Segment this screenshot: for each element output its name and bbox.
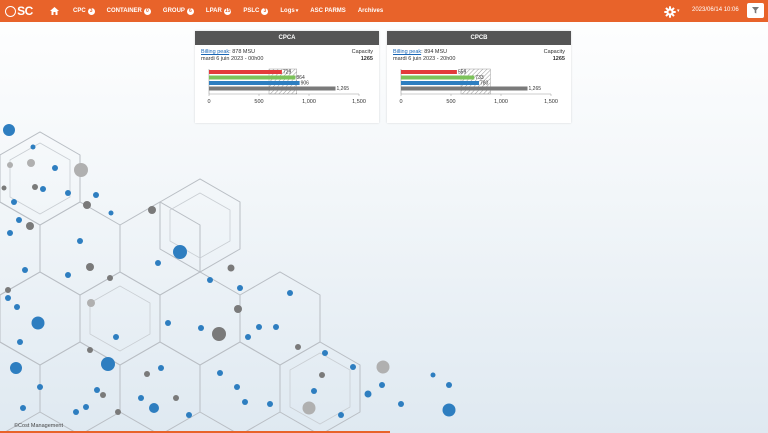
nav-item-asc-parms[interactable]: ASC PARMS xyxy=(304,0,352,22)
nav-item-logs[interactable]: Logs ▾ xyxy=(274,0,304,22)
panel-title: CPCB xyxy=(387,31,571,45)
bar-blue xyxy=(401,81,479,85)
nav-label: LPAR xyxy=(205,8,222,14)
bar-gray xyxy=(401,86,528,91)
cpc-panel-cpcb: CPCB Billing peak: 894 MSU mardi 6 juin … xyxy=(387,31,571,123)
footer-copyright: ©Cost Management xyxy=(14,423,63,429)
nav-item-pslc[interactable]: PSLC 3 xyxy=(237,0,274,22)
current-datetime: 2023/06/14 10:06 xyxy=(692,7,739,13)
home-icon[interactable] xyxy=(50,7,59,15)
billing-peak-value: : 894 MSU xyxy=(421,49,448,55)
logo-ring-icon xyxy=(5,5,17,17)
capacity-value: 1265 xyxy=(552,56,565,62)
main-nav: CPC 3 CONTAINER 0 GROUP 6 LPAR 15 PSLC 3 Logs… xyxy=(67,0,389,22)
billing-peak-date: mardi 6 juin 2023 - 00h00 xyxy=(201,56,264,62)
gear-chevron-down-icon[interactable]: ▾ xyxy=(677,8,680,14)
cpc-panel-cpca: CPCA Billing peak: 878 MSU mardi 6 juin … xyxy=(195,31,379,123)
nav-label: CONTAINER xyxy=(106,8,142,14)
capacity-label: Capacity xyxy=(543,49,565,55)
nav-label: Archives xyxy=(357,8,384,14)
capacity-label: Capacity xyxy=(351,49,373,55)
x-tick-label: 500 xyxy=(254,99,263,105)
nav-label: ASC PARMS xyxy=(310,8,346,14)
panel-title: CPCA xyxy=(195,31,379,45)
billing-peak-value: : 878 MSU xyxy=(229,49,256,55)
bar-red xyxy=(209,70,282,74)
nav-badge: 15 xyxy=(223,7,232,15)
billing-peak-link[interactable]: Billing peak xyxy=(393,49,422,55)
panel-info: Billing peak: 878 MSU mardi 6 juin 2023 … xyxy=(195,45,379,67)
top-navbar: SC CPC 3 CONTAINER 0 GROUP 6 LPAR 15 PSLC 3 L… xyxy=(0,0,768,22)
capacity-value: 1265 xyxy=(360,56,373,62)
nav-label: GROUP xyxy=(162,8,185,14)
chevron-down-icon: ▾ xyxy=(295,8,299,14)
bar-green xyxy=(401,75,475,80)
bar-value-label: 1,265 xyxy=(337,86,350,92)
bar-value-label: 1,265 xyxy=(529,86,542,92)
filter-icon xyxy=(752,7,759,14)
logo-text: SC xyxy=(17,4,33,18)
nav-label: CPC xyxy=(73,8,86,14)
gear-icon[interactable] xyxy=(664,5,676,18)
x-tick-label: 1,000 xyxy=(494,99,508,105)
x-tick-label: 1,500 xyxy=(352,99,366,105)
bar-value-label: 729 xyxy=(283,70,292,76)
nav-item-container[interactable]: CONTAINER 0 xyxy=(101,0,157,22)
nav-badge: 3 xyxy=(87,7,95,15)
bar-red xyxy=(401,70,457,74)
x-tick-label: 1,000 xyxy=(302,99,316,105)
footer-accent-line xyxy=(0,431,390,433)
filter-button[interactable] xyxy=(747,3,764,18)
billing-peak-date: mardi 6 juin 2023 - 20h00 xyxy=(393,56,456,62)
bar-value-label: 733 xyxy=(475,75,484,81)
bar-blue xyxy=(209,81,300,85)
nav-item-archives[interactable]: Archives xyxy=(352,0,389,22)
nav-item-group[interactable]: GROUP 6 xyxy=(157,0,200,22)
billing-peak-link[interactable]: Billing peak xyxy=(201,49,230,55)
nav-badge: 6 xyxy=(186,7,194,15)
x-tick-label: 1,500 xyxy=(544,99,558,105)
hexagon-network-background xyxy=(0,124,456,433)
nav-item-cpc[interactable]: CPC 3 xyxy=(67,0,101,22)
nav-badge: 3 xyxy=(261,7,269,15)
bar-gray xyxy=(209,86,336,91)
x-tick-label: 0 xyxy=(207,99,210,105)
nav-label: PSLC xyxy=(243,8,260,14)
bar-value-label: 864 xyxy=(296,75,305,81)
panel-info: Billing peak: 894 MSU mardi 6 juin 2023 … xyxy=(387,45,571,67)
x-tick-label: 500 xyxy=(446,99,455,105)
bar-value-label: 559 xyxy=(458,70,467,76)
nav-badge: 0 xyxy=(143,7,151,15)
bar-value-label: 780 xyxy=(480,81,489,87)
bar-value-label: 906 xyxy=(301,81,310,87)
nav-item-lpar[interactable]: LPAR 15 xyxy=(200,0,237,22)
app-logo[interactable]: SC xyxy=(0,0,38,22)
bar-green xyxy=(209,75,296,80)
x-tick-label: 0 xyxy=(399,99,402,105)
nav-label: Logs xyxy=(280,8,295,14)
